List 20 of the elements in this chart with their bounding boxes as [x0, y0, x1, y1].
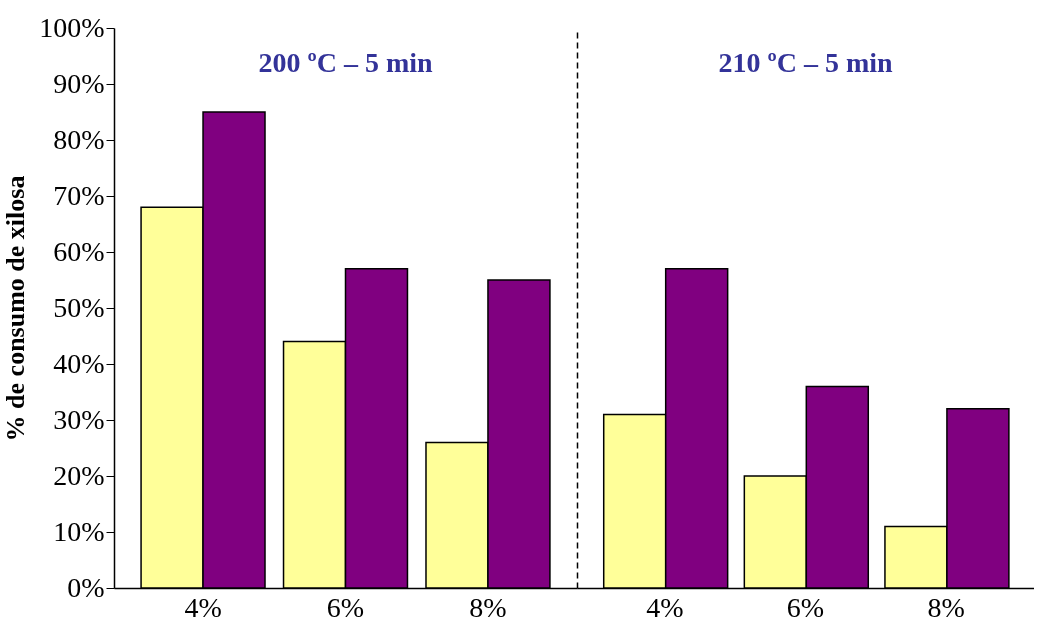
y-tick-label: 70% [53, 179, 105, 211]
y-tick-label: 0% [67, 571, 105, 603]
y-tick-label: 50% [53, 291, 105, 323]
x-tick-label: 4% [646, 591, 684, 623]
x-tick-label: 8% [469, 591, 507, 623]
x-tick-label: 8% [927, 591, 965, 623]
y-tick-label: 40% [53, 347, 105, 379]
y-tick-label: 90% [53, 67, 105, 99]
x-tick-label: 4% [184, 591, 222, 623]
y-tick-label: 60% [53, 235, 105, 267]
y-tick-label: 100% [39, 11, 105, 43]
y-axis-title: % de consumo de xilosa [1, 175, 31, 442]
x-tick-label: 6% [786, 591, 825, 623]
y-tick-label: 80% [53, 123, 105, 155]
x-tick-label: 6% [326, 591, 365, 623]
annotation: 210 ºC – 5 min [718, 47, 893, 78]
y-tick-label: 20% [53, 459, 105, 491]
annotation: 200 ºC – 5 min [258, 47, 433, 78]
y-tick-label: 30% [53, 403, 105, 435]
y-tick-label: 10% [53, 515, 105, 547]
